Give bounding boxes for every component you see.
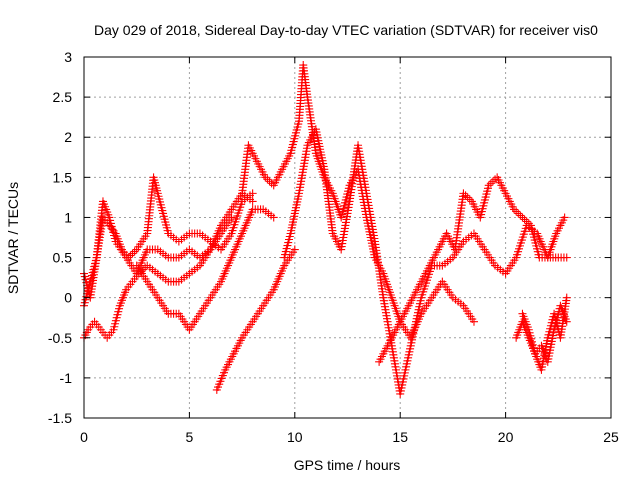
x-tick-labels: 0 5 10 15 20 25 [80,429,619,445]
y-tick-label: -1 [60,370,73,386]
trace-marker [126,251,135,260]
trace-marker [265,177,274,186]
y-tick-label: 0.5 [53,250,73,266]
trace-marker [512,207,521,216]
data-point [469,317,478,326]
data-point [290,245,299,254]
x-tick-label: 0 [80,429,88,445]
chart-title: Day 029 of 2018, Sidereal Day-to-day VTE… [94,22,598,38]
trace-marker [465,195,474,204]
y-tick-label: -1.5 [48,410,72,426]
trace-marker [520,215,529,224]
y-tick-label: 3 [64,49,72,65]
trace-marker [486,179,495,188]
data-markers [80,61,571,398]
x-axis-label: GPS time / hours [294,457,401,473]
data-point [248,197,257,206]
data-point [560,213,569,222]
trace-marker [491,175,500,184]
y-axis-label: SDTVAR / TECUs [5,182,21,294]
y-tick-label: 2.5 [53,89,73,105]
data-point [269,213,278,222]
data-point [227,213,236,222]
y-tick-label: -0.5 [48,330,72,346]
trace-marker [128,249,137,258]
data-point [261,173,270,182]
x-tick-label: 15 [392,429,408,445]
trace-marker [522,217,531,226]
trace-marker [488,177,497,186]
data-point [562,293,571,302]
x-tick-label: 5 [186,429,194,445]
data-point [510,205,519,214]
data-point [459,189,468,198]
y-tick-labels: -1.5 -1 -0.5 0 0.5 1 1.5 2 2.5 3 [48,49,72,426]
trace-marker [130,247,139,256]
trace-marker [263,175,272,184]
y-tick-label: 2 [64,129,72,145]
y-tick-label: 1 [64,209,72,225]
trace-marker [461,191,470,200]
data-point [562,317,571,326]
trace-marker [514,209,523,218]
data-point [248,189,257,198]
trace-marker [463,193,472,202]
data-point [484,181,493,190]
x-tick-label: 20 [498,429,514,445]
data-point [562,253,571,262]
plot-frame [83,56,612,419]
y-tick-label: 1.5 [53,169,73,185]
trace-marker [267,179,276,188]
trace-marker [524,219,533,228]
axis-ticks [83,56,612,419]
data-point [518,213,527,222]
grid [84,57,611,418]
trace-marker [516,211,525,220]
x-tick-label: 25 [603,429,619,445]
x-tick-label: 10 [287,429,303,445]
y-tick-label: 0 [64,290,72,306]
